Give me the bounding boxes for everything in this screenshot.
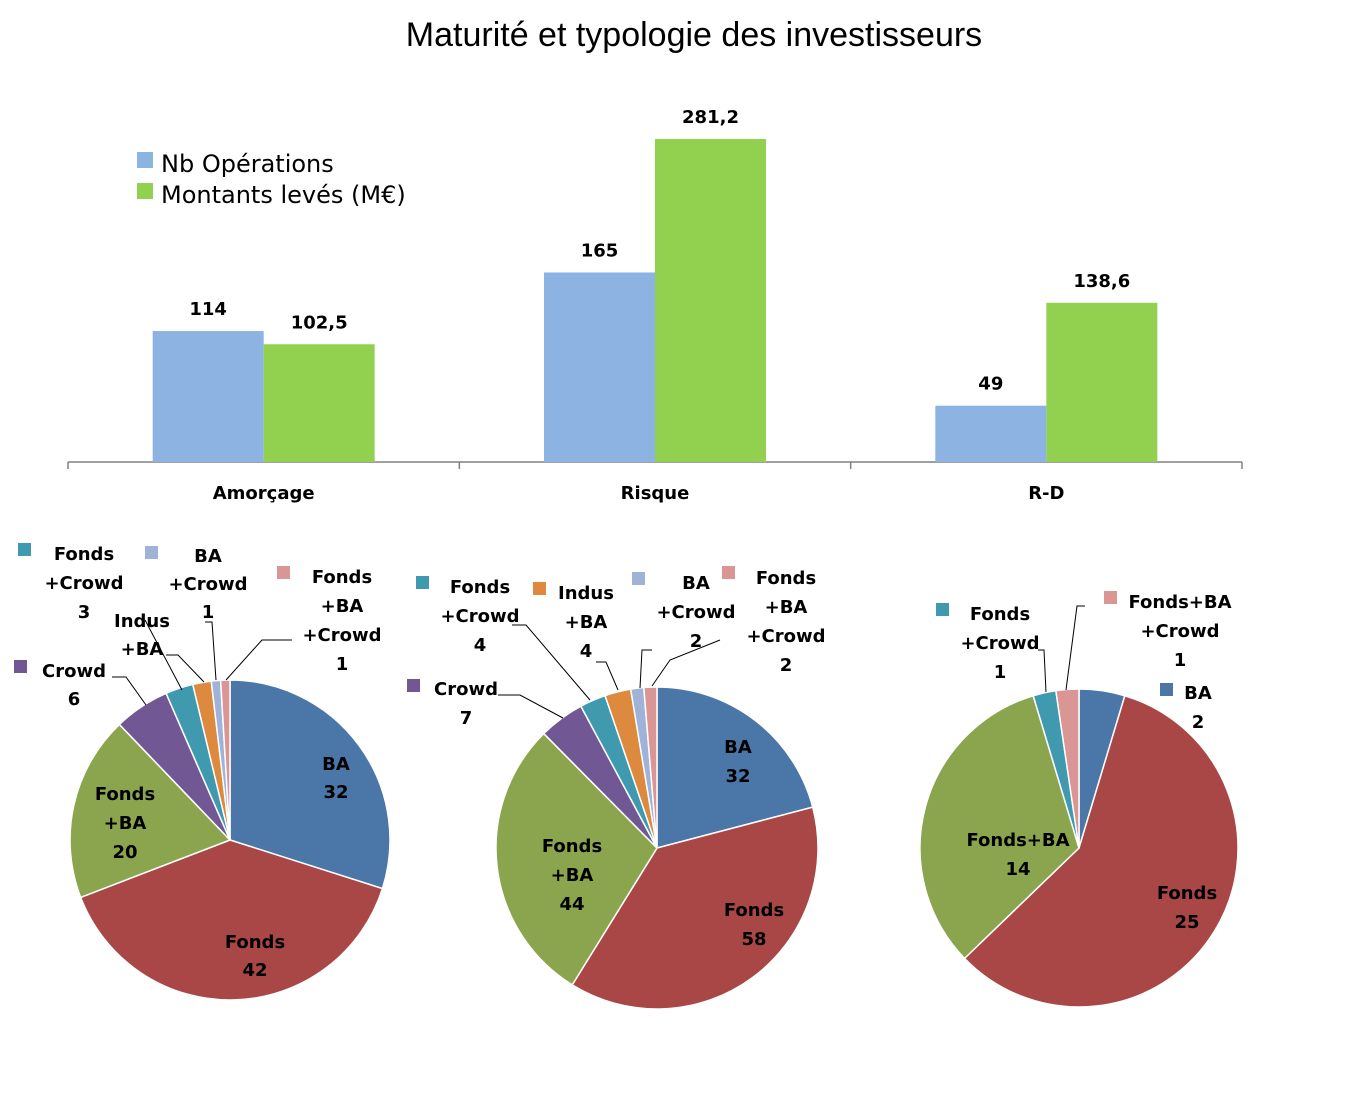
pie-label-fonds-crowd: Fonds +Crowd 1 xyxy=(960,604,1039,683)
pie-label-ba: BA 32 xyxy=(322,754,350,803)
pie-label-fonds-ba-crowd: Fonds +BA +Crowd 2 xyxy=(746,568,825,676)
legend-swatch xyxy=(533,582,546,595)
pie-label-fonds-ba: Fonds +BA 20 xyxy=(95,784,155,863)
pie-slice-fonds xyxy=(963,694,1239,1008)
bar-r-d-montants-leves xyxy=(1046,302,1158,462)
legend-swatch xyxy=(632,572,645,585)
x-tick-label: R-D xyxy=(1028,483,1064,504)
pie-label-ba: BA 32 xyxy=(724,737,752,787)
legend-label: Nb Opérations xyxy=(161,150,334,178)
pie-label-fonds: Fonds 58 xyxy=(724,900,784,950)
pie-chart-risque: BA 32 Fonds 58 Fonds +BA 44 Crowd 7 Fonds +Crowd 4 I… xyxy=(407,566,826,1010)
leader-line xyxy=(639,649,652,689)
legend-swatch xyxy=(18,543,31,556)
pie-slice-fonds-ba-crowd xyxy=(642,686,658,849)
leader-line xyxy=(512,624,591,701)
bar-amor-age-nb-operations xyxy=(152,331,264,462)
legend-swatch xyxy=(936,603,949,616)
legend-swatch xyxy=(722,566,735,579)
legend-swatch xyxy=(416,576,429,589)
bar-value-label: 138,6 xyxy=(1073,271,1130,292)
pie-label-crowd: Crowd 7 xyxy=(434,679,498,729)
legend-label: Montants levés (M€) xyxy=(161,181,406,209)
chart-title: Maturité et typologie des investisseurs xyxy=(406,16,982,54)
bar-risque-montants-leves xyxy=(655,139,766,462)
leader-line xyxy=(498,694,564,719)
pie-label-ba-crowd: BA +Crowd 1 xyxy=(168,546,247,623)
x-tick-label: Risque xyxy=(621,483,690,504)
pie-chart-amorcage: BA 32 Fonds 42 Fonds +BA 20 Crowd 6 Fonds +Crowd 3 I… xyxy=(14,543,391,1001)
bar-value-label: 281,2 xyxy=(682,107,739,128)
pie-slice-fonds-ba-crowd xyxy=(1054,688,1080,849)
leader-line xyxy=(651,639,721,687)
leader-line xyxy=(596,661,619,691)
pie-label-ba: BA 2 xyxy=(1184,683,1212,733)
bar-value-label: 49 xyxy=(978,374,1003,395)
pie-label-fonds-ba: Fonds+BA 14 xyxy=(966,830,1069,880)
pie-label-fonds-ba: Fonds +BA 44 xyxy=(542,836,602,915)
pie-slice-fonds-ba xyxy=(69,723,232,899)
leader-line xyxy=(166,654,205,683)
pie-slice-fonds xyxy=(79,839,384,1001)
legend-swatch xyxy=(1160,683,1173,696)
leader-line xyxy=(1065,605,1085,691)
legend-swatch xyxy=(277,566,290,579)
x-tick-label: Amorçage xyxy=(213,483,315,504)
leader-line xyxy=(225,639,292,681)
legend-swatch xyxy=(14,660,27,673)
pie-chart-rd: BA 2 Fonds 25 Fonds+BA 14 Fonds +Crowd 1 Fonds+BA… xyxy=(919,591,1239,1008)
leader-line xyxy=(144,619,183,691)
legend-swatch xyxy=(1104,591,1117,604)
pie-label-indus-ba: Indus +BA xyxy=(114,611,170,660)
pie-label-crowd: Crowd 6 xyxy=(42,661,106,710)
bar-value-label: 114 xyxy=(189,299,227,320)
pie-label-fonds-crowd: Fonds +Crowd 4 xyxy=(440,577,519,656)
leader-line xyxy=(205,621,217,681)
leader-line xyxy=(112,676,147,706)
legend-swatch xyxy=(137,183,153,199)
pie-label-indus-ba: Indus +BA 4 xyxy=(558,583,614,662)
legend-swatch xyxy=(407,679,420,692)
pie-slice-fonds-ba xyxy=(919,694,1080,960)
pie-label-fonds: Fonds 25 xyxy=(1157,883,1217,933)
bar-risque-nb-operations xyxy=(544,272,655,462)
pie-label-fonds: Fonds 42 xyxy=(225,932,285,981)
bar-legend: Nb Opérations Montants levés (M€) xyxy=(137,150,406,209)
bar-value-label: 165 xyxy=(581,240,619,261)
bar-r-d-nb-operations xyxy=(935,405,1047,462)
pie-label-fonds-crowd: Fonds +Crowd 3 xyxy=(44,544,123,623)
pie-slice-ba xyxy=(229,679,391,890)
leader-line xyxy=(1038,649,1047,693)
pie-slice-ba xyxy=(656,686,814,849)
pie-slice-fonds xyxy=(571,806,819,1010)
bar-value-label: 102,5 xyxy=(291,312,348,333)
pie-slice-fonds-ba xyxy=(495,732,658,986)
legend-swatch xyxy=(137,152,153,168)
bar-amor-age-montants-leves xyxy=(263,344,375,462)
pie-label-ba-crowd: BA +Crowd 2 xyxy=(656,573,735,652)
pie-slice-fonds-ba-crowd xyxy=(219,679,231,841)
bar-chart: 114 102,5 Amorçage 165 281,2 Risque 49 138,6 R-D… xyxy=(67,107,1243,504)
legend-swatch xyxy=(145,546,158,559)
